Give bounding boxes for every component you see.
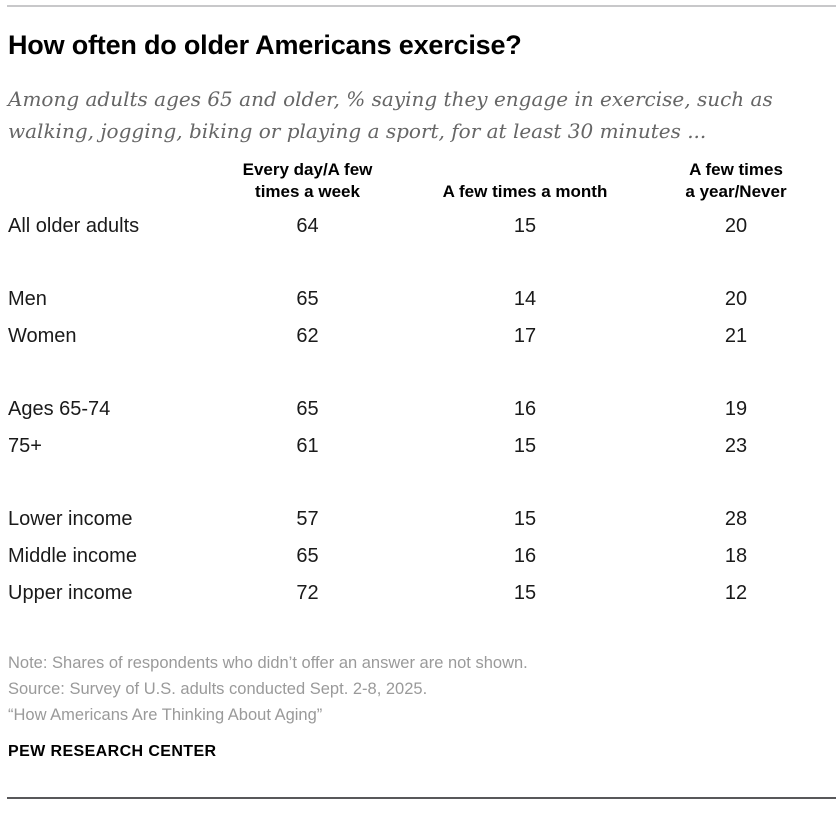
table-body: All older adults 64 15 20 Men 65 14 20 Women 62 17… <box>8 208 832 612</box>
cell-value: 64 <box>296 215 319 237</box>
table-row: Upper income 72 15 12 <box>8 575 832 612</box>
group-spacer-row <box>8 355 832 391</box>
cell-value: 15 <box>513 508 537 530</box>
spacer-cell <box>8 465 832 501</box>
cell-value: 21 <box>724 325 748 347</box>
bottom-rule <box>7 797 836 799</box>
footnote-block: Note: Shares of respondents who didn’t o… <box>8 650 832 728</box>
cell-value: 65 <box>296 288 319 310</box>
cell-value: 72 <box>296 582 319 604</box>
cell-value: 62 <box>296 325 319 347</box>
group-spacer-row <box>8 245 832 281</box>
cell-value: 14 <box>513 288 537 310</box>
cell-value: 19 <box>724 398 748 420</box>
figure-container: How often do older Americans exercise? A… <box>0 28 840 761</box>
row-label: Middle income <box>8 545 137 567</box>
table-header: Every day/A few times a week A few times… <box>8 159 832 208</box>
column-header-everyday-week: Every day/A few times a week <box>242 160 373 201</box>
source-text: Source: Survey of U.S. adults conducted … <box>8 680 428 698</box>
group-spacer-row <box>8 465 832 501</box>
table-row: Lower income 57 15 28 <box>8 501 832 538</box>
row-label: Lower income <box>8 508 133 530</box>
cell-value: 15 <box>513 215 537 237</box>
row-label: Ages 65-74 <box>8 398 111 420</box>
row-label: Upper income <box>8 582 133 604</box>
row-label: 75+ <box>8 435 42 457</box>
cell-value: 15 <box>513 435 537 457</box>
cell-value: 23 <box>724 435 748 457</box>
report-title: “How Americans Are Thinking About Aging” <box>8 706 323 724</box>
note-text: Note: Shares of respondents who didn’t o… <box>8 654 528 672</box>
cell-value: 61 <box>296 435 319 457</box>
table-row: All older adults 64 15 20 <box>8 208 832 245</box>
cell-value: 18 <box>724 545 748 567</box>
row-label: Men <box>8 288 47 310</box>
header-empty-cell <box>8 159 205 208</box>
exercise-frequency-table: Every day/A few times a week A few times… <box>8 159 832 612</box>
cell-value: 16 <box>513 398 537 420</box>
brand-wordmark: PEW RESEARCH CENTER <box>8 743 217 760</box>
cell-value: 12 <box>724 582 748 604</box>
cell-value: 57 <box>296 508 319 530</box>
column-header-few-times-month: A few times a month <box>442 182 608 201</box>
page-title: How often do older Americans exercise? <box>8 30 522 60</box>
table-row: Women 62 17 21 <box>8 318 832 355</box>
cell-value: 17 <box>513 325 537 347</box>
cell-value: 20 <box>724 215 748 237</box>
cell-value: 28 <box>724 508 748 530</box>
spacer-cell <box>8 245 832 281</box>
header-row: Every day/A few times a week A few times… <box>8 159 832 208</box>
table-row: Ages 65-74 65 16 19 <box>8 391 832 428</box>
page-subtitle: Among adults ages 65 and older, % saying… <box>8 87 773 143</box>
cell-value: 16 <box>513 545 537 567</box>
table-row: Men 65 14 20 <box>8 281 832 318</box>
table-row: 75+ 61 15 23 <box>8 428 832 465</box>
row-label: Women <box>8 325 77 347</box>
cell-value: 15 <box>513 582 537 604</box>
top-rule <box>7 5 836 7</box>
table-row: Middle income 65 16 18 <box>8 538 832 575</box>
cell-value: 65 <box>296 398 319 420</box>
column-header-few-times-year-never: A few times a year/Never <box>685 160 787 201</box>
spacer-cell <box>8 355 832 391</box>
cell-value: 20 <box>724 288 748 310</box>
cell-value: 65 <box>296 545 319 567</box>
row-label: All older adults <box>8 215 140 237</box>
